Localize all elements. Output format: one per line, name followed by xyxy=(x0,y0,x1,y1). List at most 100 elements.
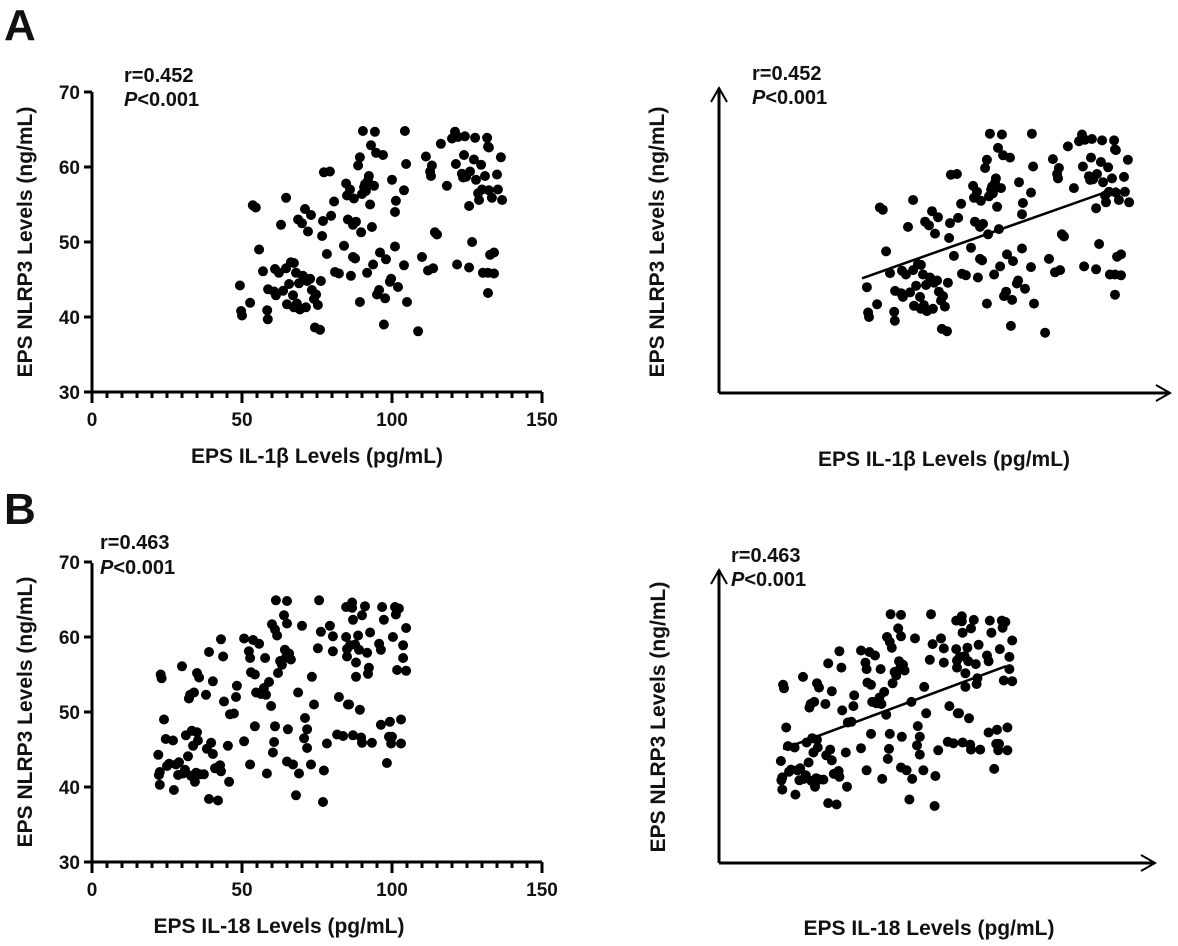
data-point xyxy=(269,737,280,747)
data-point xyxy=(983,727,994,738)
y-tick-label: 70 xyxy=(59,83,80,104)
data-point xyxy=(417,252,427,262)
annotation-p-value: <0.001 xyxy=(137,89,199,111)
data-point xyxy=(270,721,280,732)
data-point xyxy=(944,701,955,712)
data-point xyxy=(966,623,976,634)
data-point xyxy=(983,656,994,667)
data-point xyxy=(284,279,295,289)
data-point xyxy=(777,784,788,795)
data-point xyxy=(981,154,992,165)
data-point xyxy=(823,798,834,809)
data-point xyxy=(856,645,866,656)
x-tick-label: 150 xyxy=(526,880,558,901)
data-point xyxy=(856,743,866,754)
data-point xyxy=(877,773,888,784)
data-point xyxy=(927,303,938,314)
x-tick-label: 50 xyxy=(231,880,252,901)
data-point xyxy=(168,785,179,795)
data-point xyxy=(154,779,165,790)
data-point xyxy=(948,250,959,261)
data-point xyxy=(261,768,272,779)
data-point xyxy=(1119,186,1130,197)
data-point xyxy=(876,699,887,709)
chart-b-right: r=0.463 P<0.001 EPS IL-18 Levels (pg/mL)… xyxy=(647,545,1158,940)
data-point xyxy=(249,721,260,732)
data-point xyxy=(977,255,988,266)
axes: 30 40 50 60 70 0 50 100 150 xyxy=(59,83,558,431)
x-tick-label: 50 xyxy=(231,410,252,431)
data-point xyxy=(1092,169,1102,179)
data-point xyxy=(1053,163,1064,173)
annotation-p: P<0.001 xyxy=(124,89,199,111)
data-points xyxy=(775,609,1018,811)
data-point xyxy=(956,616,967,627)
data-point xyxy=(237,310,247,321)
data-point xyxy=(380,293,391,304)
data-point xyxy=(962,642,973,653)
data-point xyxy=(207,676,218,687)
data-point xyxy=(291,790,301,801)
data-point xyxy=(1000,617,1011,627)
data-point xyxy=(353,630,364,641)
annotation-r: r=0.463 xyxy=(100,532,170,554)
data-point xyxy=(930,771,941,781)
data-point xyxy=(278,285,289,296)
data-point xyxy=(285,654,296,665)
data-point xyxy=(973,639,984,650)
data-point xyxy=(474,195,484,205)
data-point xyxy=(495,152,506,163)
x-tick-label: 0 xyxy=(87,880,98,901)
data-point xyxy=(345,270,356,281)
data-point xyxy=(1119,171,1129,182)
data-point xyxy=(318,765,329,776)
data-point xyxy=(365,627,376,638)
annotation-p-value: <0.001 xyxy=(113,557,175,579)
data-point xyxy=(333,268,344,279)
y-tick-label: 60 xyxy=(59,158,80,179)
data-point xyxy=(374,285,385,295)
data-point xyxy=(989,763,1000,774)
data-point xyxy=(1005,152,1015,163)
data-point xyxy=(900,269,911,280)
x-tick-label: 150 xyxy=(526,410,558,431)
data-point xyxy=(333,692,344,702)
data-point xyxy=(192,735,203,746)
data-point xyxy=(204,794,214,804)
data-point xyxy=(363,171,374,181)
data-point xyxy=(198,769,209,780)
data-point xyxy=(889,315,900,326)
data-point xyxy=(924,220,934,231)
data-point xyxy=(396,714,406,725)
data-point xyxy=(399,126,410,136)
data-point xyxy=(254,244,265,255)
data-point xyxy=(848,701,859,712)
data-point xyxy=(963,656,974,667)
data-point xyxy=(1028,161,1039,172)
data-point xyxy=(378,150,388,160)
data-point xyxy=(803,757,814,768)
data-point xyxy=(270,290,281,301)
data-point xyxy=(1053,173,1063,184)
data-point xyxy=(994,644,1005,655)
data-point xyxy=(312,300,323,310)
data-point xyxy=(276,659,287,670)
data-point xyxy=(239,736,250,747)
data-point xyxy=(952,662,962,673)
data-point xyxy=(390,207,400,217)
annotation-p-italic: P xyxy=(752,87,766,109)
data-points xyxy=(234,126,508,337)
data-point xyxy=(1095,157,1106,167)
data-point xyxy=(398,640,409,651)
data-point xyxy=(317,231,328,241)
data-point xyxy=(954,708,964,719)
data-point xyxy=(1001,286,1012,297)
data-point xyxy=(399,260,409,271)
data-point xyxy=(342,651,352,662)
data-point xyxy=(1017,243,1027,254)
data-point xyxy=(907,773,918,784)
y-tick-label: 30 xyxy=(59,853,80,874)
data-point xyxy=(1047,154,1058,165)
data-point xyxy=(273,267,284,278)
